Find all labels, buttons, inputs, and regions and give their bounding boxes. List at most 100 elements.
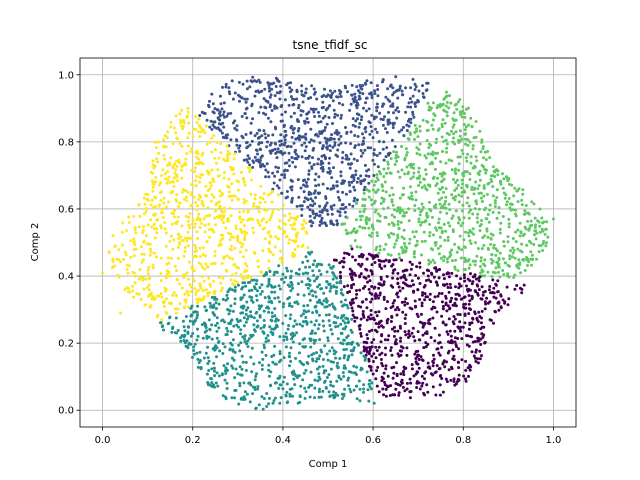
data-point xyxy=(418,124,422,128)
data-point xyxy=(427,108,431,112)
data-point xyxy=(204,124,208,128)
data-point xyxy=(213,107,217,111)
data-point xyxy=(260,141,264,145)
data-point xyxy=(264,168,268,172)
data-point xyxy=(294,271,298,275)
data-point xyxy=(198,284,202,288)
data-point xyxy=(348,108,352,112)
data-point xyxy=(340,160,344,164)
data-point xyxy=(303,121,307,125)
data-point xyxy=(339,141,343,145)
data-point xyxy=(397,130,401,134)
y-axis: 0.00.20.40.60.81.0 xyxy=(58,70,80,417)
data-point xyxy=(446,332,450,336)
data-point xyxy=(533,229,537,233)
data-point xyxy=(417,358,421,361)
data-point xyxy=(290,200,294,204)
data-point xyxy=(271,401,275,405)
data-point xyxy=(235,143,239,147)
data-point xyxy=(431,248,435,252)
data-point xyxy=(347,355,351,359)
data-point xyxy=(427,146,431,150)
data-point xyxy=(265,392,269,395)
data-point xyxy=(159,198,163,202)
data-point xyxy=(391,301,395,305)
data-point xyxy=(140,260,144,264)
data-point xyxy=(407,219,411,223)
data-point xyxy=(433,241,437,245)
data-point xyxy=(154,196,158,200)
data-point xyxy=(410,367,414,371)
data-point xyxy=(132,215,136,218)
data-point xyxy=(329,205,333,209)
data-point xyxy=(396,88,400,92)
data-point xyxy=(166,178,170,182)
data-point xyxy=(467,294,471,297)
y-tick-label: 0.0 xyxy=(58,406,74,417)
data-point xyxy=(391,102,395,106)
data-point xyxy=(163,227,167,231)
data-point xyxy=(186,219,190,223)
data-point xyxy=(469,272,472,276)
data-point xyxy=(231,338,235,342)
data-point xyxy=(378,353,382,357)
data-point xyxy=(189,193,193,197)
data-point xyxy=(424,172,428,176)
data-point xyxy=(489,318,493,322)
data-point xyxy=(446,221,450,225)
data-point xyxy=(255,131,259,135)
data-point xyxy=(285,335,288,339)
data-point xyxy=(466,231,470,235)
data-point xyxy=(204,254,207,258)
data-point xyxy=(171,142,175,146)
data-point xyxy=(246,317,249,321)
data-point xyxy=(448,94,451,98)
data-point xyxy=(293,240,297,244)
data-point xyxy=(281,221,285,225)
data-point xyxy=(325,299,329,303)
data-point xyxy=(404,110,408,114)
data-point xyxy=(466,334,470,338)
data-point xyxy=(413,299,417,303)
data-point xyxy=(342,375,346,378)
data-point xyxy=(408,273,412,277)
data-point xyxy=(214,324,218,327)
data-point xyxy=(196,365,200,369)
data-point xyxy=(273,94,277,98)
data-point xyxy=(182,254,186,258)
data-point xyxy=(294,152,298,156)
data-point xyxy=(367,329,371,333)
data-point xyxy=(339,95,343,98)
data-point xyxy=(238,241,242,245)
data-point xyxy=(334,391,338,395)
data-point xyxy=(171,327,174,330)
data-point xyxy=(246,345,250,349)
data-point xyxy=(243,112,247,116)
data-point xyxy=(339,276,343,280)
data-point xyxy=(243,334,247,338)
data-point xyxy=(521,188,525,192)
data-point xyxy=(262,319,266,322)
data-point xyxy=(219,142,223,146)
data-point xyxy=(267,175,271,179)
data-point xyxy=(322,371,326,375)
data-point xyxy=(447,106,451,110)
data-point xyxy=(358,210,362,214)
data-point xyxy=(456,155,460,159)
data-point xyxy=(465,185,469,189)
data-point xyxy=(450,271,454,275)
data-point xyxy=(175,175,179,179)
data-point xyxy=(361,139,365,143)
data-point xyxy=(454,167,457,171)
data-point xyxy=(211,102,215,106)
data-point xyxy=(462,189,466,193)
data-point xyxy=(377,310,381,314)
data-point xyxy=(384,346,387,350)
data-point xyxy=(271,360,275,364)
data-point xyxy=(370,272,374,276)
data-point xyxy=(304,156,308,160)
data-point xyxy=(457,216,461,220)
data-point xyxy=(256,289,259,293)
data-point xyxy=(311,294,315,298)
